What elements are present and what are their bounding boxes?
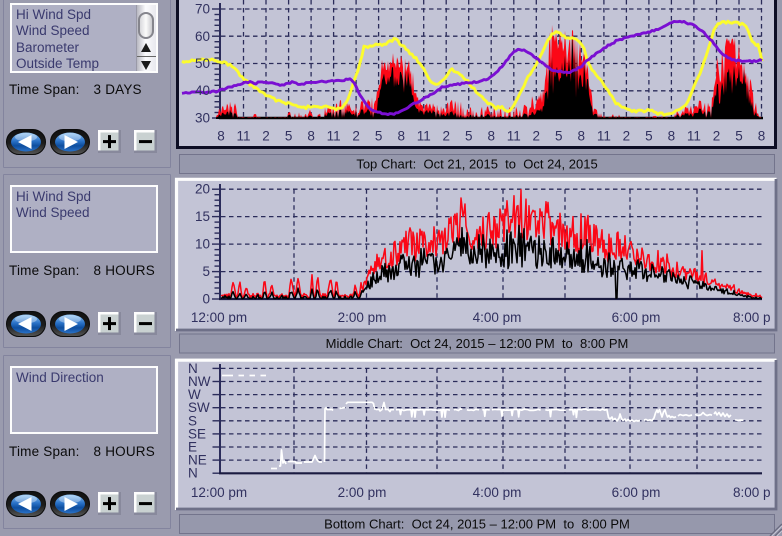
svg-text:NE: NE xyxy=(188,453,207,468)
svg-text:8:00 p: 8:00 p xyxy=(733,485,771,500)
svg-text:5: 5 xyxy=(555,129,563,144)
svg-text:2: 2 xyxy=(352,129,360,144)
svg-text:60: 60 xyxy=(195,29,210,44)
svg-text:11: 11 xyxy=(597,129,611,144)
svg-text:8: 8 xyxy=(668,129,676,144)
svg-text:2: 2 xyxy=(533,129,541,144)
svg-text:5: 5 xyxy=(285,129,293,144)
svg-text:6:00 pm: 6:00 pm xyxy=(612,310,661,325)
svg-text:5: 5 xyxy=(375,129,383,144)
svg-text:S: S xyxy=(188,413,197,428)
svg-text:2: 2 xyxy=(623,129,631,144)
svg-text:5: 5 xyxy=(645,129,653,144)
svg-text:11: 11 xyxy=(327,129,341,144)
svg-text:2:00 pm: 2:00 pm xyxy=(338,310,387,325)
svg-text:11: 11 xyxy=(417,129,431,144)
svg-text:10: 10 xyxy=(195,237,210,252)
svg-text:6:00 pm: 6:00 pm xyxy=(612,485,661,500)
svg-text:15: 15 xyxy=(195,209,210,224)
svg-text:Top Chart: Oct 21, 2015 to: Top Chart: Oct 21, 2015 to Oct 24, 2015 xyxy=(356,157,597,172)
svg-text:2: 2 xyxy=(713,129,721,144)
svg-text:20: 20 xyxy=(195,182,210,197)
svg-text:N: N xyxy=(188,361,198,376)
svg-text:40: 40 xyxy=(195,83,210,98)
svg-text:SE: SE xyxy=(188,426,206,441)
svg-text:11: 11 xyxy=(507,129,521,144)
svg-text:8: 8 xyxy=(397,129,405,144)
svg-text:12:00 pm: 12:00 pm xyxy=(191,310,247,325)
svg-text:4:00 pm: 4:00 pm xyxy=(473,485,522,500)
svg-text:5: 5 xyxy=(465,129,473,144)
svg-text:8: 8 xyxy=(217,129,225,144)
svg-text:SW: SW xyxy=(188,400,210,415)
svg-text:Bottom Chart: Oct 24, 2015 –: Bottom Chart: Oct 24, 2015 – 12:00 PM to… xyxy=(324,517,630,532)
svg-text:5: 5 xyxy=(735,129,743,144)
svg-text:5: 5 xyxy=(202,264,210,279)
svg-text:11: 11 xyxy=(236,129,250,144)
svg-text:2: 2 xyxy=(262,129,270,144)
svg-text:11: 11 xyxy=(687,129,701,144)
svg-text:W: W xyxy=(188,387,201,402)
svg-text:8: 8 xyxy=(758,129,766,144)
svg-text:8: 8 xyxy=(307,129,315,144)
svg-text:Middle Chart: Oct 24, 2015 –: Middle Chart: Oct 24, 2015 – 12:00 PM to… xyxy=(326,336,629,351)
svg-text:E: E xyxy=(188,440,197,455)
svg-text:50: 50 xyxy=(195,56,210,71)
svg-text:0: 0 xyxy=(202,292,210,307)
svg-text:2: 2 xyxy=(442,129,450,144)
svg-text:70: 70 xyxy=(195,2,210,17)
svg-text:4:00 pm: 4:00 pm xyxy=(473,310,522,325)
svg-text:12:00 pm: 12:00 pm xyxy=(191,485,247,500)
svg-text:30: 30 xyxy=(195,111,210,126)
svg-text:N: N xyxy=(188,466,198,481)
svg-text:8: 8 xyxy=(487,129,495,144)
svg-text:8:00 p: 8:00 p xyxy=(733,310,771,325)
svg-text:NW: NW xyxy=(188,374,211,389)
svg-text:8: 8 xyxy=(578,129,586,144)
svg-text:2:00 pm: 2:00 pm xyxy=(338,485,387,500)
